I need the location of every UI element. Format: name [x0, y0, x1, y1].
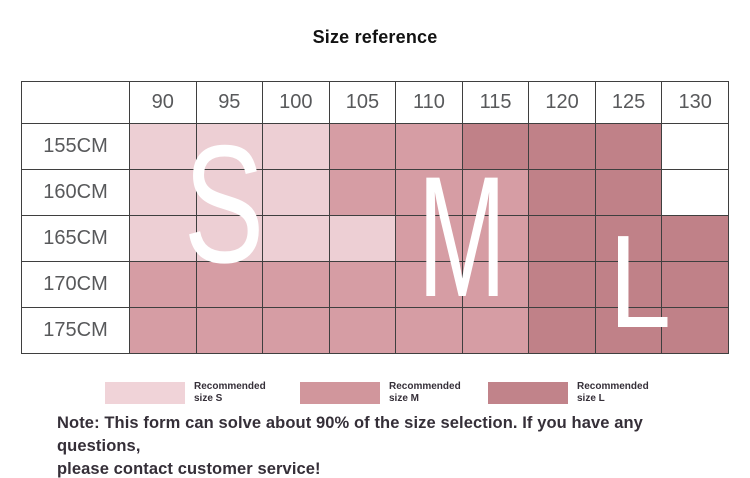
table-row-160CM: 160CM: [21, 169, 729, 216]
weight-header-90: 90: [129, 81, 197, 124]
size-cell-155CM-125: [594, 123, 663, 170]
size-cell-170CM-95: [195, 261, 264, 308]
table-header: 90 95 100 105 110 115 120 125 130: [21, 81, 729, 124]
size-cell-165CM-115: [461, 215, 530, 262]
legend-label-line: Recommended: [577, 381, 649, 392]
header-row: 90 95 100 105 110 115 120 125 130: [21, 81, 729, 124]
size-cell-175CM-125: [594, 307, 663, 354]
weight-header-105: 105: [328, 81, 397, 124]
legend-label-line: Recommended: [194, 381, 266, 392]
legend-swatch: [488, 381, 568, 404]
size-cell-165CM-130: [661, 215, 729, 262]
legend-label-line: size L: [577, 392, 605, 404]
size-cell-170CM-115: [461, 261, 530, 308]
size-cell-170CM-110: [395, 261, 463, 308]
size-cell-155CM-110: [395, 123, 463, 170]
table-body: 155CM 160CM 165CM 170CM 175CM: [21, 123, 729, 354]
size-cell-170CM-125: [594, 261, 663, 308]
size-table: 90 95 100 105 110 115 120 125 130 155CM 160CM 165C…: [21, 81, 729, 354]
size-cell-165CM-125: [594, 215, 663, 262]
size-cell-175CM-130: [661, 307, 729, 354]
size-cell-165CM-100: [262, 215, 330, 262]
size-cell-170CM-130: [661, 261, 729, 308]
table-corner-cell: [21, 81, 130, 124]
weight-header-125: 125: [594, 81, 663, 124]
legend-label-line: size M: [389, 392, 420, 404]
size-cell-155CM-115: [461, 123, 530, 170]
size-cell-165CM-120: [528, 215, 596, 262]
height-label-160CM: 160CM: [21, 169, 130, 216]
size-cell-160CM-125: [594, 169, 663, 216]
size-cell-160CM-130: [661, 169, 729, 216]
size-cell-170CM-100: [262, 261, 330, 308]
size-cell-165CM-95: [195, 215, 264, 262]
legend-label-l: Recommended size L: [577, 381, 649, 404]
size-cell-160CM-120: [528, 169, 596, 216]
note-line-2: please contact customer service!: [57, 460, 321, 478]
height-label-165CM: 165CM: [21, 215, 130, 262]
size-cell-175CM-110: [395, 307, 463, 354]
size-cell-160CM-110: [395, 169, 463, 216]
size-cell-165CM-105: [328, 215, 397, 262]
legend-swatch: [105, 381, 185, 404]
size-cell-155CM-90: [129, 123, 197, 170]
table-row-165CM: 165CM: [21, 215, 729, 262]
legend-label-line: size S: [194, 392, 223, 404]
size-cell-175CM-115: [461, 307, 530, 354]
legend-item-m: Recommended size M: [300, 381, 461, 404]
page-title: Size reference: [312, 27, 438, 47]
size-cell-175CM-100: [262, 307, 330, 354]
size-cell-160CM-105: [328, 169, 397, 216]
note-text: Note: This form can solve about 90% of t…: [57, 412, 717, 478]
size-cell-155CM-95: [195, 123, 264, 170]
legend-item-l: Recommended size L: [488, 381, 649, 404]
note-line-1: Note: This form can solve about 90% of t…: [57, 414, 643, 455]
legend-label-line: Recommended: [389, 381, 461, 392]
legend-swatch: [300, 381, 380, 404]
size-cell-160CM-115: [461, 169, 530, 216]
size-cell-170CM-105: [328, 261, 397, 308]
size-cell-170CM-120: [528, 261, 596, 308]
size-cell-155CM-120: [528, 123, 596, 170]
legend-item-s: Recommended size S: [105, 381, 266, 404]
size-cell-175CM-120: [528, 307, 596, 354]
size-cell-175CM-95: [195, 307, 264, 354]
table-row-175CM: 175CM: [21, 307, 729, 354]
weight-header-95: 95: [195, 81, 264, 124]
weight-header-110: 110: [395, 81, 463, 124]
size-cell-160CM-100: [262, 169, 330, 216]
height-label-175CM: 175CM: [21, 307, 130, 354]
height-label-170CM: 170CM: [21, 261, 130, 308]
table-row-155CM: 155CM: [21, 123, 729, 170]
table-row-170CM: 170CM: [21, 261, 729, 308]
size-cell-160CM-95: [195, 169, 264, 216]
size-cell-160CM-90: [129, 169, 197, 216]
size-cell-170CM-90: [129, 261, 197, 308]
weight-header-130: 130: [661, 81, 729, 124]
weight-header-115: 115: [461, 81, 530, 124]
size-cell-175CM-105: [328, 307, 397, 354]
weight-header-100: 100: [262, 81, 330, 124]
legend-label-s: Recommended size S: [194, 381, 266, 404]
size-cell-175CM-90: [129, 307, 197, 354]
weight-header-120: 120: [528, 81, 596, 124]
height-label-155CM: 155CM: [21, 123, 130, 170]
size-cell-165CM-90: [129, 215, 197, 262]
size-cell-155CM-105: [328, 123, 397, 170]
size-cell-155CM-100: [262, 123, 330, 170]
size-cell-165CM-110: [395, 215, 463, 262]
legend-label-m: Recommended size M: [389, 381, 461, 404]
size-cell-155CM-130: [661, 123, 729, 170]
